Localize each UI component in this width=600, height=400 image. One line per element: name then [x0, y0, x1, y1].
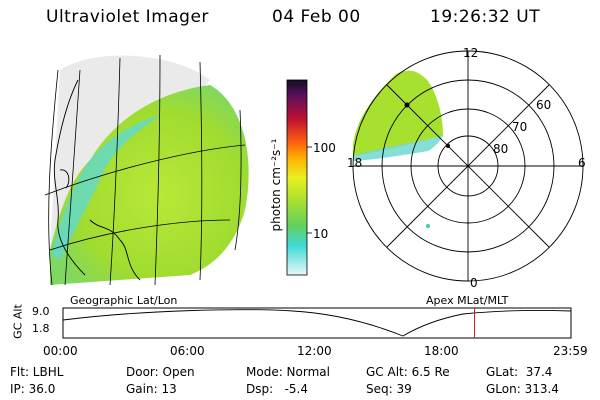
ip-info: IP: 36.0: [10, 382, 56, 396]
mode-info: Mode: Normal: [246, 365, 330, 379]
date-label: 04 Feb 00: [272, 7, 361, 27]
mlt-label-18: 18: [347, 156, 363, 170]
timeline-xtick-2359: 23:59: [553, 344, 588, 358]
mlat-label-70: 70: [512, 120, 528, 134]
glat-info: GLat: 37.4: [486, 365, 553, 379]
mlt-label-12: 12: [463, 46, 479, 60]
colorbar-tick-100: 100: [313, 141, 336, 155]
timeline-ylabel: GC Alt: [11, 304, 25, 339]
colorbar: [286, 79, 312, 276]
right-panel-caption: Apex MLat/MLT: [426, 294, 509, 307]
timeline-xtick-0000: 00:00: [43, 344, 78, 358]
mlat-label-80: 80: [493, 142, 509, 156]
timeline-ytick-9: 9.0: [32, 305, 50, 318]
left-panel-caption: Geographic Lat/Lon: [70, 294, 178, 307]
glon-info: GLon: 313.4: [486, 382, 559, 396]
gain-info: Gain: 13: [126, 382, 177, 396]
mlt-label-6: 6: [578, 156, 586, 170]
gcalt-info: GC Alt: 6.5 Re: [366, 365, 450, 379]
altitude-curve: [62, 309, 572, 337]
mlat-label-60: 60: [536, 98, 552, 112]
timeline-xtick-1200: 12:00: [297, 344, 332, 358]
seq-info: Seq: 39: [366, 382, 412, 396]
dsp-info: Dsp: -5.4: [246, 382, 309, 396]
timeline-xtick-1800: 18:00: [424, 344, 459, 358]
filter-info: Flt: LBHL: [10, 365, 64, 379]
timeline-xtick-0600: 06:00: [170, 344, 205, 358]
time-label: 19:26:32 UT: [430, 7, 541, 27]
polar-dot: [426, 224, 430, 228]
imager-title: Ultraviolet Imager: [46, 7, 209, 27]
altitude-timeline: [62, 307, 572, 339]
colorbar-tick-10: 10: [313, 227, 329, 241]
door-info: Door: Open: [126, 365, 195, 379]
polar-plot: [352, 50, 584, 282]
aurora-region: [50, 85, 249, 285]
timeline-ytick-1: 1.8: [32, 322, 50, 335]
mlt-label-0: 0: [470, 276, 478, 290]
geographic-image: [44, 54, 249, 286]
colorbar-unit-label: photon cm⁻²s⁻¹: [269, 138, 283, 232]
